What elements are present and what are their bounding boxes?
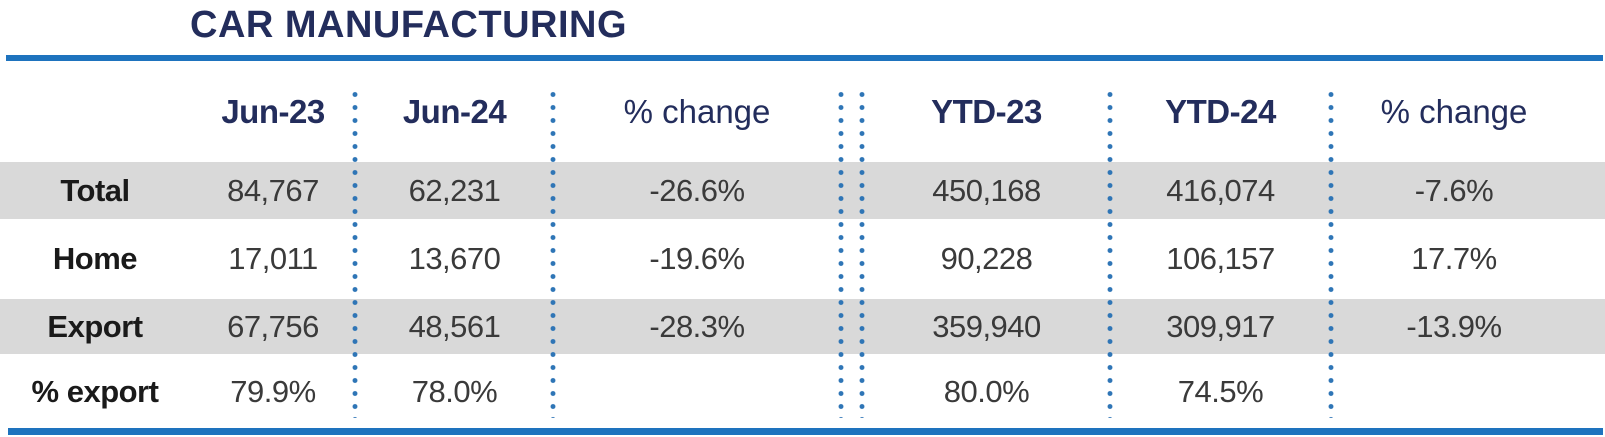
cell-home-jun24: 13,670 <box>408 241 501 276</box>
cell-export-pct-month: -28.3% <box>649 308 745 344</box>
cell-home-pct-month: -19.6% <box>649 241 745 276</box>
row-label: % export <box>31 374 159 409</box>
cell-total-jun23: 84,767 <box>227 172 319 208</box>
cell-pctexport-jun24: 78.0% <box>411 374 498 409</box>
cell-home-ytd24: 106,157 <box>1166 241 1275 276</box>
cell-pctexport-jun23: 79.9% <box>230 374 316 409</box>
table-row-home: Home 17,011 13,670 -19.6% 90,228 106,157… <box>0 219 1605 299</box>
dotted-separator-group-right <box>859 88 865 418</box>
dotted-separator-1 <box>352 88 358 418</box>
page-title: CAR MANUFACTURING <box>190 4 628 46</box>
cell-total-jun24: 62,231 <box>408 172 501 208</box>
col-header-jun-24: Jun-24 <box>402 92 507 130</box>
cell-export-pct-ytd: -13.9% <box>1406 308 1502 344</box>
row-label: Total <box>60 172 130 208</box>
cell-home-jun23: 17,011 <box>228 241 318 276</box>
dotted-separator-2 <box>550 88 556 418</box>
row-label: Home <box>52 241 138 276</box>
table-row-total: Total 84,767 62,231 -26.6% 450,168 416,0… <box>0 162 1605 219</box>
cell-home-ytd23: 90,228 <box>940 241 1033 276</box>
cell-pctexport-ytd23: 80.0% <box>943 374 1030 409</box>
table-header-row: Jun-23 Jun-24 % change YTD-23 YTD-24 % c… <box>0 61 1605 162</box>
dotted-separator-group-left <box>838 88 844 418</box>
table-row-pct-export: % export 79.9% 78.0% 80.0% 74.5% <box>0 354 1605 430</box>
col-header-pct-change-ytd: % change <box>1380 92 1528 130</box>
cell-total-ytd23: 450,168 <box>932 172 1041 208</box>
cell-export-ytd23: 359,940 <box>932 308 1041 344</box>
col-header-jun-23: Jun-23 <box>221 92 325 130</box>
data-table: Jun-23 Jun-24 % change YTD-23 YTD-24 % c… <box>0 61 1605 430</box>
dotted-separator-4 <box>1328 88 1334 418</box>
col-header-ytd-23: YTD-23 <box>931 92 1042 130</box>
cell-home-pct-ytd: 17.7% <box>1411 241 1497 276</box>
table-row-export: Export 67,756 48,561 -28.3% 359,940 309,… <box>0 299 1605 354</box>
top-rule <box>6 55 1603 61</box>
cell-export-jun23: 67,756 <box>227 308 319 344</box>
dotted-separator-3 <box>1107 88 1113 418</box>
cell-total-pct-month: -26.6% <box>649 172 745 208</box>
cell-total-pct-ytd: -7.6% <box>1414 172 1494 208</box>
row-label: Export <box>47 308 143 344</box>
cell-pctexport-ytd24: 74.5% <box>1177 374 1264 409</box>
col-header-pct-change-month: % change <box>623 92 771 130</box>
cell-export-jun24: 48,561 <box>408 308 501 344</box>
bottom-rule <box>8 428 1603 435</box>
cell-total-ytd24: 416,074 <box>1166 172 1275 208</box>
cell-export-ytd24: 309,917 <box>1166 308 1275 344</box>
col-header-ytd-24: YTD-24 <box>1165 92 1276 130</box>
